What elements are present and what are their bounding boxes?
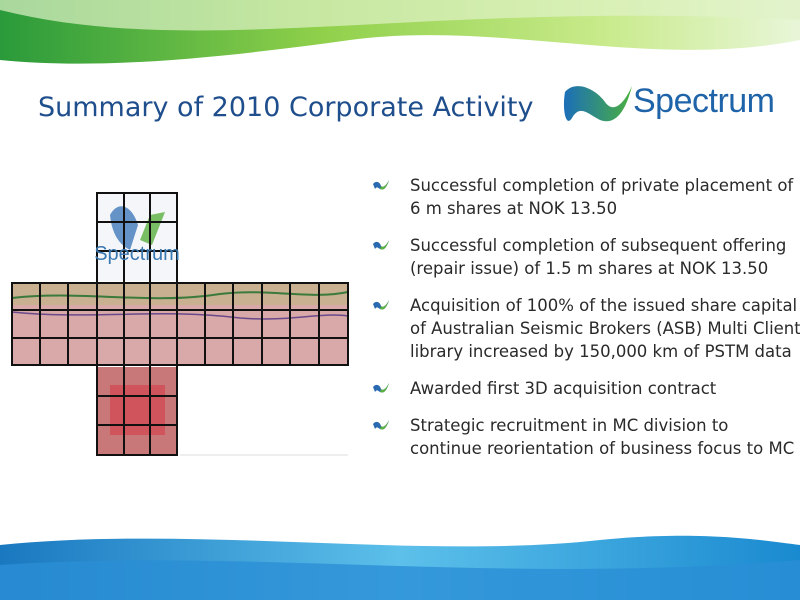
bullet-item: Acquisition of 100% of the issued share … [372, 294, 800, 363]
bottom-wave-dark [0, 560, 800, 600]
bullet-text: Acquisition of 100% of the issued share … [410, 296, 798, 315]
bullet-list: Successful completion of private placeme… [372, 174, 800, 474]
bullet-text: Awarded first 3D acquisition contract [410, 379, 717, 398]
bullet-icon [373, 420, 389, 430]
bullet-item: Awarded first 3D acquisition contract [372, 377, 792, 400]
logo-text: Spectrum [633, 82, 775, 120]
top-wave-light [0, 0, 800, 31]
logo-mark [563, 86, 632, 122]
image-label: Spectrum [94, 243, 180, 265]
bullet-text: library increased by 150,000 km of PSTM … [410, 342, 792, 361]
bullet-item: Successful completion of private placeme… [372, 174, 794, 220]
bullet-item: Strategic recruitment in MC division to c… [372, 414, 795, 460]
bullet-text: 6 m shares at NOK 13.50 [410, 199, 618, 218]
bullet-icon [373, 180, 389, 190]
bullet-text: Successful completion of private placeme… [410, 176, 794, 195]
bullet-text: Strategic recruitment in MC division to [410, 416, 729, 435]
bullet-text: continue reorientation of business focus… [410, 439, 795, 458]
slide-title: Summary of 2010 Corporate Activity [38, 92, 534, 123]
seismic-cube-image [11, 192, 349, 456]
bullet-text: of Australian Seismic Brokers (ASB) Mult… [410, 319, 800, 338]
bullet-icon [373, 240, 389, 250]
bullet-text: Successful completion of subsequent offe… [410, 236, 787, 255]
bullet-item: Successful completion of subsequent offe… [372, 234, 792, 280]
bullet-icon [373, 300, 389, 310]
bullet-icon [373, 383, 389, 393]
bullet-text: (repair issue) of 1.5 m shares at NOK 13… [410, 259, 769, 278]
